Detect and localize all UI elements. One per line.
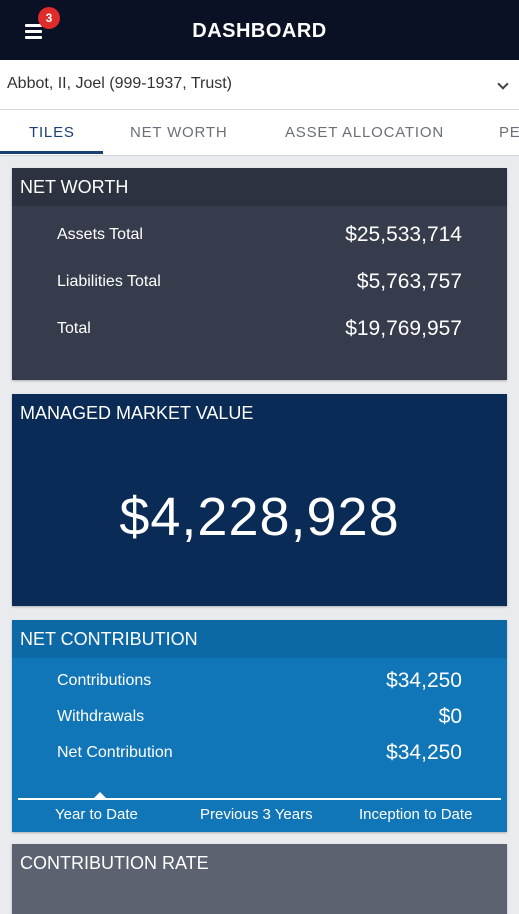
managed-market-value-amount: $4,228,928	[119, 487, 400, 547]
tab-asset-allocation[interactable]: ASSET ALLOCATION	[285, 124, 444, 141]
period-inception-to-date[interactable]: Inception to Date	[359, 806, 473, 823]
total-label: Total	[57, 320, 91, 337]
net-contribution-value: $34,250	[386, 741, 462, 764]
withdrawals-value: $0	[438, 705, 462, 728]
withdrawals-label: Withdrawals	[57, 708, 145, 725]
net-contribution-title: NET CONTRIBUTION	[12, 620, 507, 658]
chevron-down-icon	[497, 78, 509, 90]
period-slider-track[interactable]	[18, 798, 501, 800]
total-value: $19,769,957	[345, 317, 462, 340]
assets-total-label: Assets Total	[57, 226, 143, 243]
net-worth-title: NET WORTH	[12, 168, 507, 206]
contribution-rate-title: CONTRIBUTION RATE	[12, 844, 507, 882]
contribution-rate-card[interactable]: CONTRIBUTION RATE	[12, 844, 507, 914]
notification-badge: 3	[38, 7, 60, 29]
active-tab-indicator	[0, 151, 103, 154]
assets-total-value: $25,533,714	[345, 223, 462, 246]
tab-bar: TILES NET WORTH ASSET ALLOCATION PE	[0, 110, 519, 156]
account-selector[interactable]: Abbot, II, Joel (999-1937, Trust)	[0, 60, 519, 110]
period-previous-3-years[interactable]: Previous 3 Years	[200, 806, 313, 823]
managed-market-value-card[interactable]: MANAGED MARKET VALUE $4,228,928	[12, 394, 507, 606]
period-selected-indicator	[94, 792, 106, 798]
tab-tiles[interactable]: TILES	[29, 124, 75, 141]
tab-net-worth[interactable]: NET WORTH	[130, 124, 228, 141]
period-year-to-date[interactable]: Year to Date	[55, 806, 138, 823]
liabilities-total-label: Liabilities Total	[57, 273, 161, 290]
hamburger-menu-icon[interactable]	[22, 19, 48, 43]
tab-performance[interactable]: PE	[499, 124, 519, 141]
managed-market-value-title: MANAGED MARKET VALUE	[12, 394, 507, 432]
account-selector-value: Abbot, II, Joel (999-1937, Trust)	[7, 75, 233, 92]
contributions-value: $34,250	[386, 669, 462, 692]
liabilities-total-value: $5,763,757	[356, 270, 462, 293]
net-contribution-card[interactable]: NET CONTRIBUTION Contributions $34,250 W…	[12, 620, 507, 832]
page-title: DASHBOARD	[192, 20, 327, 42]
contributions-label: Contributions	[57, 672, 152, 689]
net-worth-card[interactable]: NET WORTH Assets Total $25,533,714 Liabi…	[12, 168, 507, 380]
net-contribution-label: Net Contribution	[57, 744, 173, 761]
top-bar: 3 DASHBOARD	[0, 0, 519, 60]
